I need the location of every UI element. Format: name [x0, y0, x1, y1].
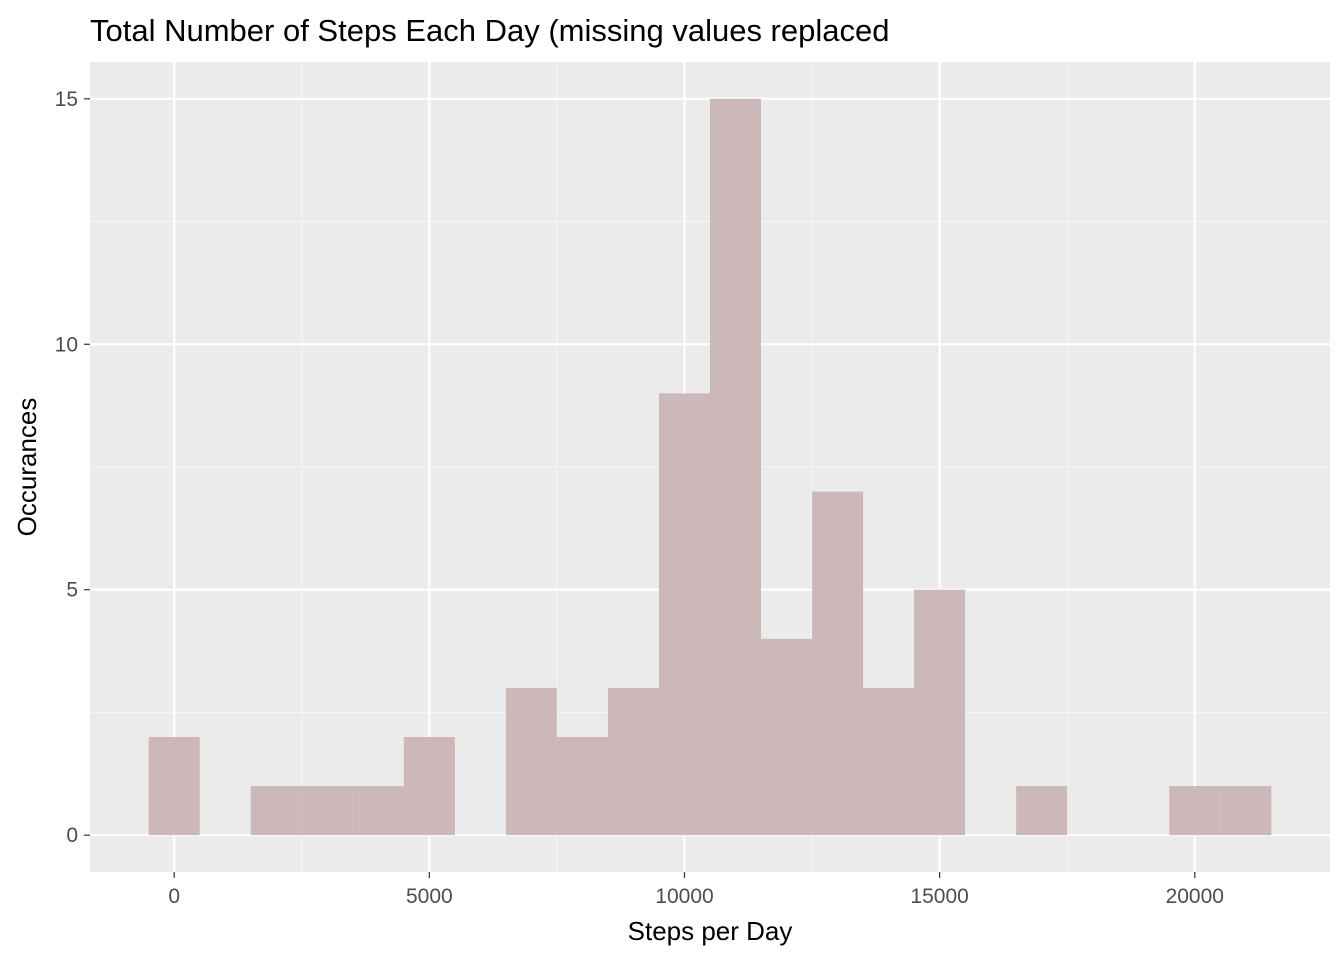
histogram-bar	[352, 786, 404, 836]
histogram-bar	[658, 393, 710, 836]
histogram-bar	[250, 786, 302, 836]
x-tick-label: 0	[168, 885, 180, 908]
y-axis: 0 5 10 15	[55, 88, 90, 847]
histogram-bar	[761, 638, 813, 836]
histogram-bar	[607, 687, 659, 836]
x-tick-label: 20000	[1166, 885, 1224, 908]
y-tick-label: 10	[55, 333, 78, 356]
histogram-bar	[812, 491, 864, 836]
histogram-bar	[301, 786, 353, 836]
y-tick-label: 15	[55, 88, 78, 111]
y-tick-label: 0	[66, 824, 78, 847]
histogram-bar	[710, 98, 762, 836]
x-axis-title: Steps per Day	[628, 916, 793, 946]
histogram-bar	[1169, 786, 1221, 836]
x-tick-label: 15000	[910, 885, 968, 908]
x-tick-label: 5000	[406, 885, 453, 908]
histogram-bar	[148, 737, 200, 836]
chart-title: Total Number of Steps Each Day (missing …	[90, 13, 889, 48]
y-axis-title: Occurances	[12, 398, 42, 537]
histogram-bar	[1220, 786, 1272, 836]
x-axis: 0 5000 10000 15000 20000	[168, 872, 1224, 908]
y-tick-label: 5	[66, 579, 78, 602]
histogram-bar	[914, 589, 966, 836]
histogram-bar	[1016, 786, 1068, 836]
histogram-bar	[403, 737, 455, 836]
histogram-bar	[556, 737, 608, 836]
histogram-bar	[863, 687, 915, 836]
histogram-bars	[148, 98, 1272, 836]
x-tick-label: 10000	[655, 885, 713, 908]
histogram-bar	[505, 687, 557, 836]
